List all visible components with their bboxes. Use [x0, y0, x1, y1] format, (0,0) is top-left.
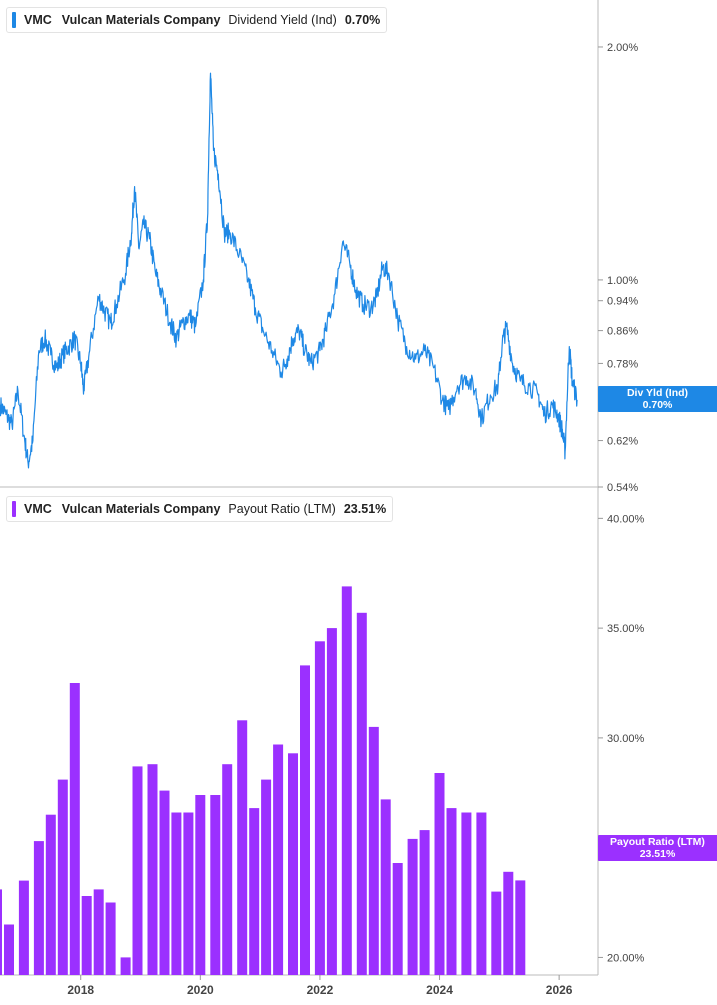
- y-tick-label: 0.54%: [607, 482, 638, 494]
- payout-bar: [261, 779, 272, 975]
- legend-metric: Payout Ratio (LTM): [228, 502, 336, 516]
- payout-bar: [45, 814, 56, 975]
- payout-bar: [356, 612, 367, 976]
- payout-bar: [93, 889, 104, 975]
- payout-bar: [446, 808, 457, 975]
- payout-bar: [392, 863, 403, 975]
- payout-bar: [326, 628, 337, 975]
- payout-bar: [368, 726, 379, 975]
- payout-bar: [341, 586, 352, 975]
- payout-bar: [249, 808, 260, 975]
- payout-bar: [210, 795, 221, 975]
- payout-bar: [18, 880, 29, 975]
- payout-bar: [288, 753, 298, 975]
- payout-bar: [300, 665, 310, 975]
- payout-bar: [503, 871, 514, 975]
- payout-bar: [0, 889, 2, 975]
- payout-bar: [491, 891, 502, 975]
- legend-metric: Dividend Yield (Ind): [228, 13, 337, 27]
- payout-bar: [195, 795, 206, 975]
- payout-bar: [273, 744, 284, 975]
- y-tick-label: 30.00%: [607, 733, 645, 745]
- payout-bar: [461, 812, 472, 975]
- payout-bar: [515, 880, 526, 975]
- payout-bar: [476, 812, 487, 975]
- payout-bar: [147, 764, 158, 975]
- y-tick-label: 0.78%: [607, 358, 638, 370]
- payout-last-value-tag: Payout Ratio (LTM) 23.51%: [598, 835, 717, 861]
- y-tick-label: 40.00%: [607, 513, 645, 525]
- yield-last-value-tag: Div Yld (Ind) 0.70%: [598, 386, 717, 412]
- tag-label: Payout Ratio (LTM): [610, 836, 705, 848]
- payout-bar: [120, 957, 131, 975]
- legend-value: 23.51%: [343, 502, 387, 516]
- payout-bar: [380, 799, 391, 975]
- x-tick-label: 2024: [426, 983, 453, 997]
- payout-bar: [434, 773, 445, 975]
- yield-swatch: [12, 12, 16, 28]
- tag-value: 23.51%: [639, 848, 676, 860]
- yield-line: [0, 72, 578, 469]
- y-tick-label: 0.62%: [607, 436, 638, 448]
- payout-bar: [69, 683, 80, 975]
- x-tick-label: 2018: [67, 983, 94, 997]
- payout-bar: [4, 924, 14, 975]
- tag-value: 0.70%: [642, 399, 673, 411]
- y-tick-label: 35.00%: [607, 623, 645, 635]
- legend-company: Vulcan Materials Company: [61, 502, 221, 516]
- legend-value: 0.70%: [344, 13, 381, 27]
- payout-bar: [407, 838, 418, 975]
- legend-ticker: VMC: [24, 13, 52, 27]
- yield-legend: VMC Vulcan Materials Company Dividend Yi…: [6, 7, 388, 33]
- payout-bar: [105, 902, 116, 975]
- payout-legend: VMC Vulcan Materials Company Payout Rati…: [6, 496, 394, 522]
- payout-bar: [171, 812, 182, 975]
- x-tick-label: 2026: [546, 983, 573, 997]
- x-tick-label: 2020: [187, 983, 214, 997]
- x-tick-label: 2022: [307, 983, 334, 997]
- payout-bar: [183, 812, 194, 975]
- payout-bar: [222, 764, 233, 975]
- y-tick-label: 20.00%: [607, 952, 645, 964]
- y-tick-label: 0.94%: [607, 296, 638, 308]
- y-tick-label: 2.00%: [607, 42, 638, 54]
- payout-bar: [237, 720, 248, 975]
- y-tick-label: 1.00%: [607, 275, 638, 287]
- payout-bar: [81, 896, 92, 975]
- payout-bar: [33, 841, 44, 975]
- payout-bar: [57, 779, 68, 975]
- legend-ticker: VMC: [24, 502, 52, 516]
- payout-bar: [314, 641, 325, 975]
- payout-bar: [132, 766, 143, 975]
- payout-bar: [159, 790, 170, 975]
- tag-label: Div Yld (Ind): [626, 387, 689, 399]
- payout-bar: [419, 830, 430, 975]
- payout-swatch: [12, 501, 16, 517]
- y-tick-label: 0.86%: [607, 326, 638, 338]
- legend-company: Vulcan Materials Company: [61, 13, 221, 27]
